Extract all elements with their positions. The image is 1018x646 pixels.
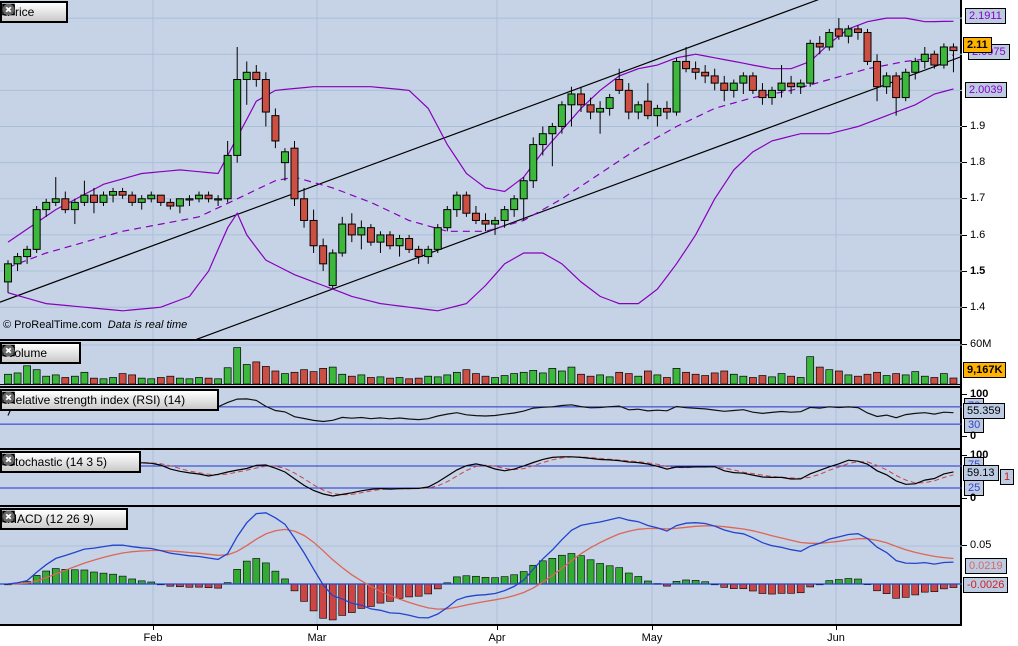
month-tick — [153, 626, 154, 630]
rsi-bottom-tick: 0 — [962, 430, 976, 443]
rsi-panel-title: Relative strength index (RSI) (14) — [7, 393, 186, 407]
volume-panel-title: Volume — [7, 346, 48, 360]
copyright-note: © ProRealTime.com Data is real time — [3, 319, 187, 331]
volume-panel[interactable]: Volume — [0, 341, 962, 388]
volume-chart[interactable] — [0, 341, 962, 386]
stochastic-panel-title: Stochastic (14 3 5) — [7, 455, 108, 469]
rsi-chart[interactable] — [0, 388, 962, 448]
price-chart[interactable] — [0, 0, 962, 339]
rsi-value-box: 55.359 — [963, 403, 1005, 419]
macd-chart[interactable] — [0, 507, 962, 624]
price-panel[interactable]: Price © ProRealTime.com Data is real time — [0, 0, 962, 341]
stochastic-panel[interactable]: Stochastic (14 3 5) — [0, 450, 962, 507]
price-panel-header: Price — [0, 1, 69, 23]
month-label: Mar — [307, 632, 327, 644]
month-label: Jun — [827, 632, 845, 644]
stochastic-chart[interactable] — [0, 450, 962, 505]
month-tick — [652, 626, 653, 630]
macd-tick: 0.05 — [962, 539, 991, 552]
rsi-top-tick: 100 — [962, 388, 988, 401]
macd-panel[interactable]: MACD (12 26 9) — [0, 507, 962, 626]
rsi-panel-header: Relative strength index (RSI) (14) — [0, 389, 220, 411]
stoch-value-box: 59.13 — [963, 465, 999, 481]
month-tick — [836, 626, 837, 630]
price-tick: 1.4 — [962, 301, 985, 314]
price-tick: 1.9 — [962, 120, 985, 133]
macd-panel-header: MACD (12 26 9) — [0, 508, 128, 530]
macd-panel-title: MACD (12 26 9) — [7, 512, 94, 526]
bollinger-lower-value-box: 2.0039 — [965, 82, 1007, 98]
rsi-panel[interactable]: Relative strength index (RSI) (14) — [0, 388, 962, 450]
value-axis-gutter: 2.1911 2.0975 2.11 2.0039 1.9 1.8 1.7 1.… — [962, 0, 1018, 646]
month-label: May — [641, 632, 663, 644]
month-label: Apr — [488, 632, 506, 644]
price-tick: 1.7 — [962, 192, 985, 205]
month-label: Feb — [143, 632, 163, 644]
price-tick: 1.5 — [962, 265, 985, 278]
last-price-box: 2.11 — [963, 37, 992, 53]
stoch-bottom-tick: 0 — [962, 492, 976, 505]
bollinger-upper-value-box: 2.1911 — [965, 8, 1006, 24]
price-tick: 1.6 — [962, 229, 985, 242]
macd-hist-value-box: -0.0026 — [963, 577, 1009, 593]
realtime-note: Data is real time — [107, 319, 188, 331]
price-tick: 1.8 — [962, 156, 985, 169]
stoch-d-value-box: 1 — [1000, 469, 1015, 485]
copyright-text: © ProRealTime.com — [3, 319, 102, 331]
month-tick — [317, 626, 318, 630]
volume-tick: 60M — [962, 338, 991, 351]
time-axis: Feb Mar Apr May Jun — [0, 626, 962, 646]
last-volume-box: 9,167K — [963, 362, 1007, 378]
month-tick — [497, 626, 498, 630]
macd-signal-value-box: 0.0219 — [965, 558, 1007, 574]
volume-panel-header: Volume — [0, 342, 82, 364]
stochastic-panel-header: Stochastic (14 3 5) — [0, 451, 142, 473]
